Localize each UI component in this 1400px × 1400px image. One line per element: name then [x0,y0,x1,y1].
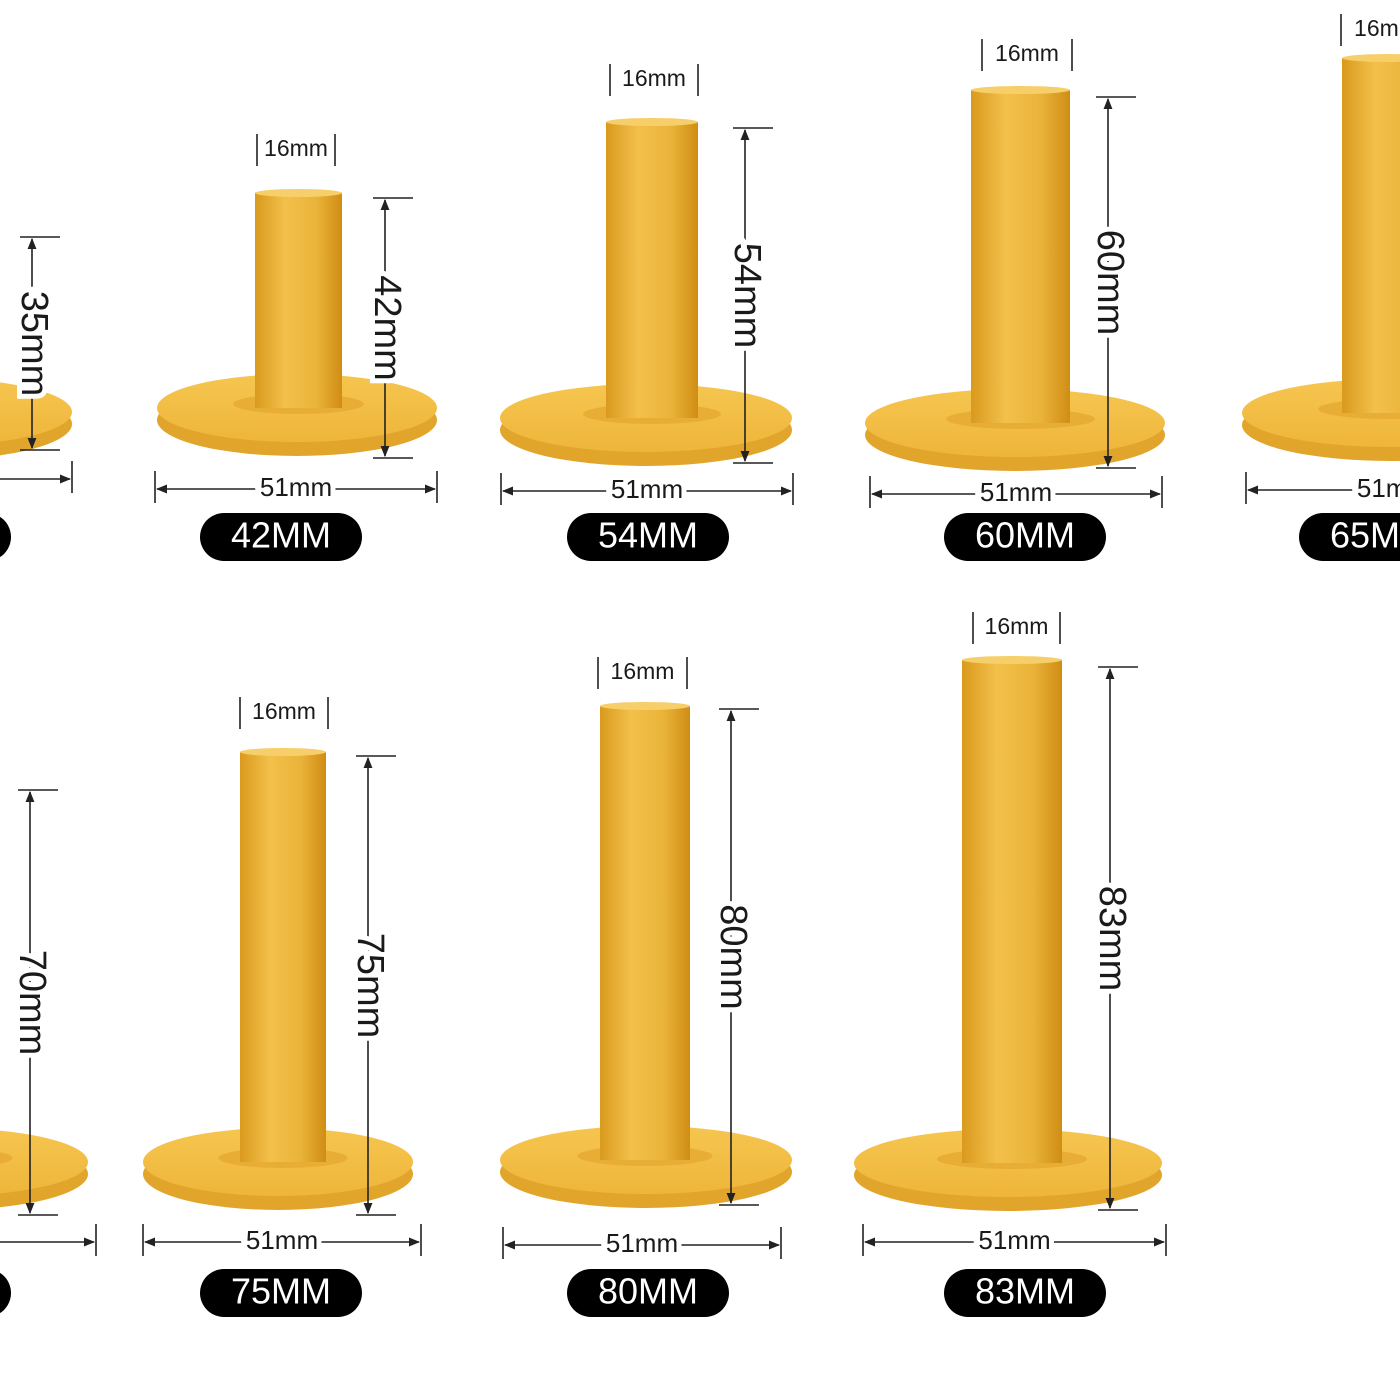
size-tag [944,1269,1106,1317]
tee-stem-top [606,118,698,126]
tee-stem-top [600,702,690,710]
tee-stem [240,752,326,1162]
tee-stem [606,122,698,418]
height-label: 70mm [11,950,53,1056]
base-width-label: 51mm [980,477,1052,507]
height-label: 75mm [349,933,391,1039]
size-tag-label: 75MM [231,1271,331,1312]
base-width-label: 51mm [1357,473,1400,503]
size-tag [567,513,729,561]
tee-stem [600,706,690,1160]
tee: 16mm 42mm 51mm 42MM [154,130,438,561]
size-tag [1299,513,1400,561]
size-tag [0,1272,11,1314]
tee-stem [962,660,1062,1163]
tee-stem-top [962,656,1062,664]
top-width-label: 16mm [622,65,686,91]
size-tag-label: 42MM [231,515,331,556]
base-width-label: 51mm [611,474,683,504]
size-tag-label: 80MM [598,1271,698,1312]
height-label: 83mm [1091,886,1133,992]
tee: 16mm 83mm 51mm 83MM [854,608,1167,1317]
size-tag [567,1269,729,1317]
top-width-label: 16mm [252,698,316,724]
height-label: 60mm [1089,230,1131,336]
top-width-label: 16mm [611,658,675,684]
tee: 16mm 75mm 51mm 75MM [142,693,422,1317]
base-width-label: 51mm [260,472,332,502]
size-tag-label: 83MM [975,1271,1075,1312]
tee: 16mm 80mm 51mm 80MM [500,653,792,1317]
height-label: 42mm [366,275,408,381]
size-tag [944,513,1106,561]
size-tag-label: 65MM [1330,515,1400,556]
top-width-label: 16mm [985,613,1049,639]
tee: 70mm [0,789,97,1314]
size-tag [200,513,362,561]
tee: 16mm 51mm 65MM [1242,10,1400,561]
tee-base-shadow [0,1152,13,1164]
tee-stem [971,90,1070,423]
height-label: 54mm [726,243,768,349]
tee: 16mm 54mm 51mm 54MM [500,60,794,561]
size-tag-label: 54MM [598,515,698,556]
base-width-label: 51mm [606,1228,678,1258]
size-tag-label: 60MM [975,515,1075,556]
tee: 35mm [0,236,73,558]
tee-stem [255,193,342,408]
size-tag [200,1269,362,1317]
base-width-label: 51mm [978,1225,1050,1255]
tee-stem-top [240,748,326,756]
base-width-label: 51mm [246,1225,318,1255]
top-width-label: 16mm [995,40,1059,66]
height-label: 80mm [712,904,754,1010]
tee: 16mm 60mm 51mm 60MM [865,35,1165,561]
size-tag [0,516,11,558]
height-label: 35mm [13,291,55,397]
tee-stem-top [1342,54,1400,62]
tee-stem-top [971,86,1070,94]
tee-stem-top [255,189,342,197]
tee-base [0,1130,88,1194]
tee-stem [1342,58,1400,413]
top-width-label: 16mm [1354,15,1400,41]
top-width-label: 16mm [264,135,328,161]
